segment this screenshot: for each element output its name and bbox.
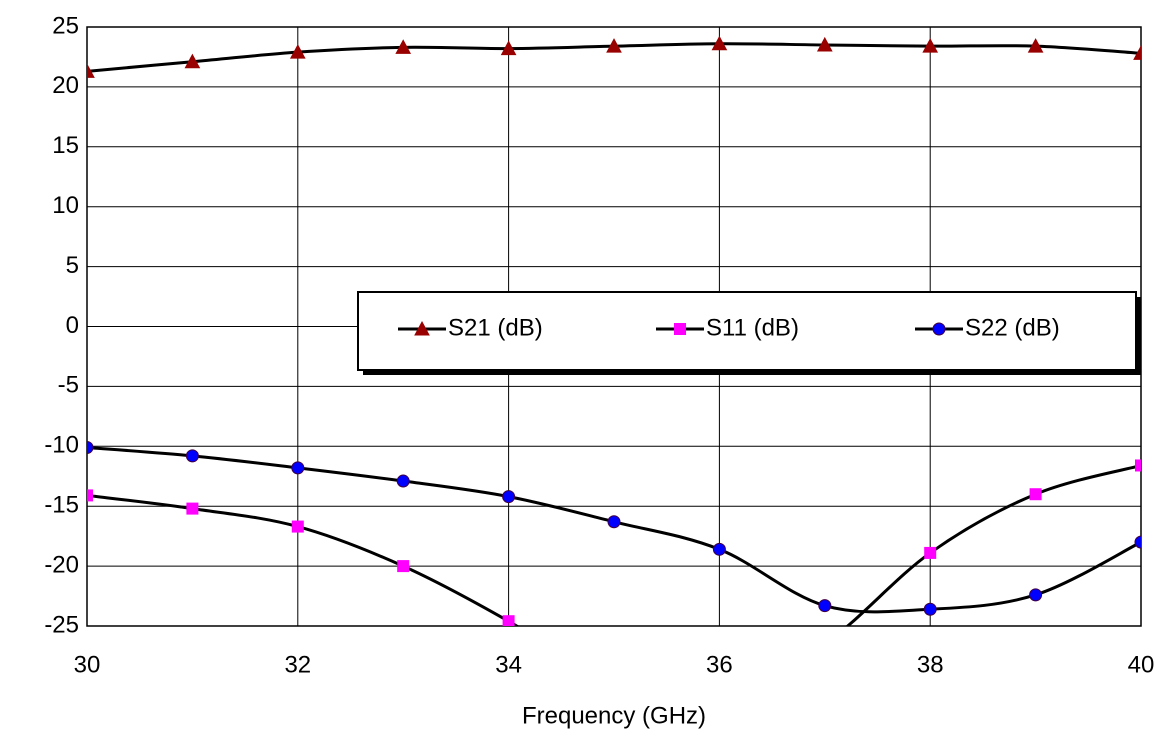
y-tick-label: 20 — [52, 72, 79, 99]
marker — [924, 546, 937, 559]
legend-marker — [674, 323, 686, 335]
x-tick-label: 36 — [706, 651, 733, 678]
marker — [87, 489, 93, 502]
marker — [607, 515, 621, 529]
legend — [357, 291, 1137, 371]
y-tick-label: -5 — [58, 372, 79, 399]
y-tick-label: -25 — [44, 611, 79, 638]
marker — [502, 490, 516, 504]
y-tick-label: 25 — [52, 12, 79, 39]
marker — [816, 36, 833, 52]
marker — [185, 449, 199, 463]
series-line — [87, 464, 1141, 626]
legend-label: S21 (dB) — [448, 314, 543, 341]
marker — [1133, 45, 1141, 60]
y-tick-label: -20 — [44, 551, 79, 578]
legend-marker — [414, 320, 430, 336]
legend-label: S22 (dB) — [965, 314, 1060, 341]
marker — [711, 35, 728, 51]
marker — [186, 502, 199, 515]
marker — [87, 63, 95, 78]
marker — [713, 692, 725, 704]
marker — [1029, 488, 1042, 501]
marker — [291, 520, 304, 533]
marker — [395, 39, 412, 54]
legend-label: S11 (dB) — [706, 314, 799, 341]
y-tick-label: -10 — [44, 432, 79, 459]
marker — [291, 461, 305, 475]
marker — [606, 38, 622, 53]
x-tick-label: 30 — [74, 651, 101, 678]
legend-marker — [932, 322, 946, 336]
marker — [500, 40, 517, 56]
y-tick-label: -15 — [44, 492, 79, 519]
marker — [818, 599, 832, 613]
x-axis-label: Frequency (GHz) — [522, 702, 706, 729]
marker — [922, 38, 939, 53]
y-tick-label: 5 — [66, 252, 79, 279]
marker — [923, 602, 937, 616]
marker — [1029, 588, 1043, 602]
x-tick-label: 34 — [495, 651, 522, 678]
y-tick-label: 15 — [52, 132, 79, 159]
y-tick-label: 0 — [66, 312, 79, 339]
marker — [87, 440, 94, 454]
marker — [1135, 459, 1141, 472]
marker — [608, 680, 620, 692]
marker — [1027, 38, 1044, 53]
marker — [502, 615, 515, 626]
marker — [289, 44, 306, 59]
x-tick-label: 32 — [284, 651, 311, 678]
x-tick-label: 40 — [1128, 651, 1155, 678]
marker — [396, 474, 410, 488]
marker — [819, 638, 831, 650]
plot-lines — [87, 35, 1141, 704]
marker — [397, 560, 410, 573]
marker — [1134, 535, 1141, 549]
y-tick-label: 10 — [52, 192, 79, 219]
marker — [184, 53, 201, 69]
x-tick-label: 38 — [917, 651, 944, 678]
marker — [712, 542, 726, 556]
